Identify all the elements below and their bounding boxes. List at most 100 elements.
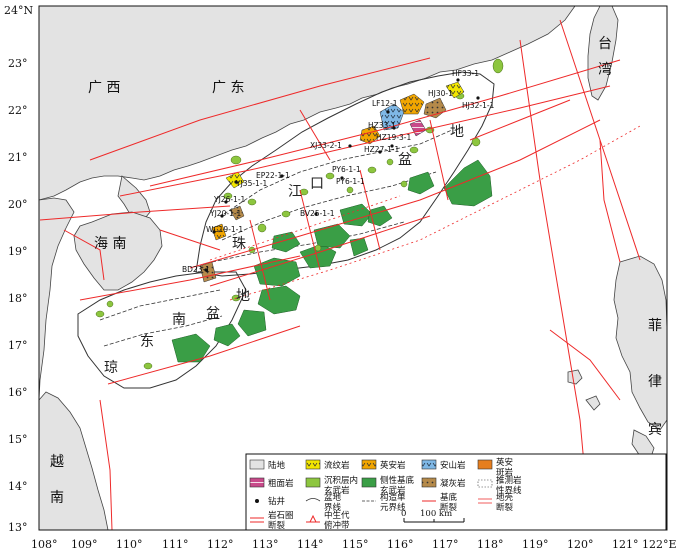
legend-unit: 元界线 — [380, 502, 406, 513]
legend-basalt: 侧性基底 — [380, 475, 415, 486]
legend-litho: 断裂 — [268, 520, 286, 531]
lat-label: 24°N — [4, 4, 33, 17]
well-label: HZ19-3-1 — [376, 133, 412, 142]
lon-label: 121° — [612, 538, 639, 551]
basin-label: 地 — [450, 124, 464, 140]
well-label: YJ35-1-1 — [235, 179, 268, 188]
land-vietnam — [38, 197, 75, 401]
legend-land: 陆地 — [268, 460, 286, 471]
legend-swatch-well — [255, 499, 259, 503]
well-labels: HF33-1 HJ32-1-1 HJ30-1 LF12-1 HZ33-1 HZ1… — [182, 69, 495, 274]
lat-label: 20° — [8, 198, 28, 211]
legend: 陆地 流纹岩 英安岩 安山岩 英安 斑岩 粗面岩 沉积层内 玄武岩 侧性基底 玄… — [245, 453, 667, 531]
lat-label: 15° — [8, 433, 28, 446]
legend-swatch-basin — [305, 498, 321, 502]
legend-subduction: 中生代 — [324, 510, 350, 521]
legend-lith: 推测岩 — [496, 475, 522, 486]
label-philippines: 菲 — [648, 318, 662, 334]
basin-label: 盆 — [206, 306, 220, 322]
legend-swatch-crust — [478, 498, 492, 504]
legend-swatch-sill — [305, 477, 321, 488]
basin-label: 口 — [310, 176, 324, 192]
lat-tick-labels: 24°N 23° 22° 21° 20° 19° 18° 17° 16° 15°… — [4, 4, 33, 534]
lon-label: 111° — [162, 538, 189, 551]
well-label: EP22-1-1 — [256, 171, 290, 180]
scale-label-0: 0 — [401, 509, 406, 519]
lon-label: 115° — [342, 538, 369, 551]
legend-crust: 断裂 — [496, 502, 514, 513]
label-philippines: 宾 — [648, 422, 662, 438]
lon-label: 109° — [71, 538, 98, 551]
legend-lith: 性界线 — [496, 485, 522, 496]
label-taiwan: 台 — [598, 36, 612, 52]
lat-label: 18° — [8, 292, 28, 305]
lat-label: 21° — [8, 151, 28, 164]
lon-label: 122°E — [642, 538, 677, 551]
well-label: HZ27-1-1 — [364, 145, 400, 154]
region-labels: 广 西 广 东 海 南 台 湾 越 南 菲 律 宾 — [50, 36, 662, 506]
legend-fault: 基底 — [440, 492, 458, 503]
land-taiwan — [587, 5, 619, 101]
faults — [39, 19, 641, 531]
legend-well: 钻井 — [268, 496, 285, 507]
lon-label: 119° — [522, 538, 549, 551]
legend-swatch-litho — [250, 517, 264, 523]
legend-sill: 玄武岩 — [324, 485, 350, 496]
wells — [204, 78, 480, 272]
legend-litho: 岩石圈 — [268, 510, 294, 521]
well-label: HJ32-1-1 — [462, 101, 495, 110]
legend-basin: 界线 — [324, 502, 342, 513]
legend-sill: 沉积层内 — [324, 475, 358, 486]
label-guangxi: 广 西 — [88, 80, 120, 96]
label-hainan: 海 南 — [94, 236, 126, 252]
lon-label: 118° — [477, 538, 504, 551]
legend-swatch-tuff — [421, 477, 437, 488]
subduction-zone — [209, 125, 641, 301]
basin-label: 地 — [236, 288, 250, 304]
well-label: PY6-1-1 — [332, 165, 361, 174]
basin-label: 东 — [140, 334, 154, 350]
legend-tuff: 凝灰岩 — [440, 478, 466, 489]
legend-fault: 断裂 — [440, 502, 458, 513]
label-guangdong: 广 东 — [212, 80, 244, 96]
legend-basalt: 玄武岩 — [380, 485, 406, 496]
lon-label: 116° — [387, 538, 414, 551]
basin-label: 盆 — [398, 152, 412, 168]
label-philippines: 律 — [648, 374, 662, 390]
legend-crust: 地壳 — [496, 492, 514, 503]
legend-swatch-trachyte — [249, 477, 265, 488]
land-hainan-island — [73, 211, 163, 291]
lon-label: 120° — [567, 538, 594, 551]
well-label: HJ30-1 — [428, 89, 453, 98]
scale-label-100: 100 km — [420, 509, 452, 519]
lat-label: 22° — [8, 104, 28, 117]
lon-label: 117° — [432, 538, 459, 551]
basin-label: 珠 — [232, 236, 246, 252]
legend-swatch-basalt — [361, 477, 377, 488]
legend-swatch-rhyolite — [305, 459, 321, 470]
land-islet — [585, 395, 601, 411]
lon-tick-labels: 108° 109° 110° 111° 112° 113° 114° 115° … — [31, 538, 677, 551]
legend-subduction: 俯冲带 — [324, 520, 350, 531]
well-label: YJ20-1-1 — [209, 209, 242, 218]
basin-label: 琼 — [104, 360, 118, 376]
well-label: HZ33-1 — [368, 121, 396, 130]
legend-unit: 构造单 — [380, 492, 406, 503]
legend-swatch-land — [249, 459, 265, 470]
basin-label: 江 — [288, 184, 302, 200]
lon-label: 110° — [116, 538, 143, 551]
lat-label: 19° — [8, 245, 28, 258]
land-islet — [567, 369, 583, 385]
well-label: BV25-1-1 — [300, 209, 335, 218]
lon-label: 113° — [252, 538, 279, 551]
basin-label: 南 — [172, 312, 186, 328]
lon-label: 112° — [207, 538, 234, 551]
legend-trachyte: 粗面岩 — [268, 478, 294, 489]
scale-bar — [403, 518, 465, 523]
lat-label: 16° — [8, 386, 28, 399]
land-luzon — [613, 255, 668, 431]
basement-basalt-bodies — [171, 159, 493, 363]
well-label: LF12-1 — [372, 99, 398, 108]
label-vietnam: 越 — [50, 454, 64, 470]
